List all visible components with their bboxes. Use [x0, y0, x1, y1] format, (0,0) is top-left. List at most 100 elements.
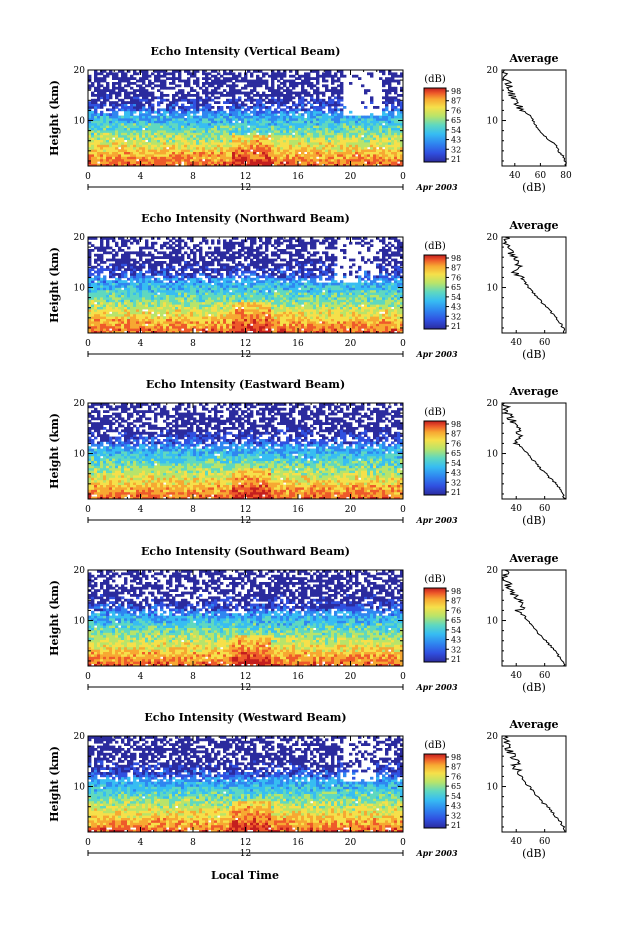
colorbar-unit: (dB)	[424, 740, 446, 751]
average-y-tick-label: 10	[487, 450, 499, 460]
date-day-label: 12	[240, 350, 251, 360]
colorbar-tick-label: 43	[451, 802, 461, 811]
average-x-tick-label: 40	[509, 171, 521, 181]
average-y-tick-label: 20	[487, 233, 499, 243]
average-x-label: (dB)	[522, 681, 546, 694]
colorbar-tick-label: 54	[451, 626, 461, 635]
y-tick-label: 10	[74, 284, 86, 294]
x-tick-label: 12	[240, 505, 251, 515]
colorbar-tick-label: 76	[451, 772, 461, 781]
average-x-tick-label: 80	[560, 171, 572, 181]
heatmap-cells	[88, 237, 403, 333]
average-x-tick-label: 60	[539, 338, 551, 348]
colorbar-tick-label: 32	[451, 811, 461, 820]
colorbar-unit: (dB)	[424, 241, 446, 252]
colorbar-tick-label: 76	[451, 606, 461, 615]
colorbar-tick-label: 98	[451, 87, 461, 96]
x-tick-label: 4	[138, 505, 144, 515]
colorbar-tick-label: 65	[451, 782, 461, 791]
y-tick-label: 20	[74, 732, 86, 742]
average-y-tick-label: 10	[487, 117, 499, 127]
date-day-label: 12	[240, 516, 251, 526]
colorbar	[424, 255, 446, 329]
average-profile-line	[503, 403, 566, 499]
x-tick-label: 0	[400, 172, 406, 182]
colorbar-tick-label: 32	[451, 478, 461, 487]
x-tick-label: 16	[292, 672, 304, 682]
x-tick-label: 4	[138, 339, 144, 349]
date-label: Apr 2003	[415, 182, 458, 192]
average-y-tick-label: 10	[487, 617, 499, 627]
y-tick-label: 20	[74, 566, 86, 576]
date-day-label: 12	[240, 183, 251, 193]
panel-title: Echo Intensity (Eastward Beam)	[146, 378, 345, 391]
average-profile-line	[504, 237, 565, 333]
date-label: Apr 2003	[415, 848, 458, 858]
x-tick-label: 0	[85, 339, 91, 349]
colorbar	[424, 588, 446, 662]
heatmap-cells	[88, 570, 403, 666]
colorbar-tick-label: 76	[451, 106, 461, 115]
date-day-label: 12	[240, 849, 251, 859]
average-x-tick-label: 60	[539, 671, 551, 681]
colorbar-tick-label: 65	[451, 283, 461, 292]
average-profile-line	[502, 570, 564, 666]
average-x-label: (dB)	[522, 181, 546, 194]
average-y-tick-label: 20	[487, 732, 499, 742]
x-tick-label: 8	[190, 505, 196, 515]
colorbar-unit: (dB)	[424, 407, 446, 418]
panel-2: Echo Intensity (Northward Beam) 10 20 0 4 8 12…	[48, 212, 566, 361]
x-tick-label: 12	[240, 339, 251, 349]
heatmap-cells	[88, 70, 403, 166]
x-tick-label: 20	[345, 172, 357, 182]
x-tick-label: 8	[190, 672, 196, 682]
x-tick-label: 8	[190, 172, 196, 182]
x-tick-label: 0	[400, 505, 406, 515]
x-tick-label: 8	[190, 838, 196, 848]
average-frame	[502, 70, 566, 166]
panel-title: Echo Intensity (Westward Beam)	[144, 711, 346, 724]
panel-title: Echo Intensity (Northward Beam)	[141, 212, 350, 225]
y-axis-label: Height (km)	[48, 247, 61, 323]
colorbar-tick-label: 98	[451, 254, 461, 263]
date-label: Apr 2003	[415, 515, 458, 525]
colorbar-tick-label: 43	[451, 136, 461, 145]
colorbar-tick-label: 21	[451, 155, 461, 164]
colorbar-tick-label: 54	[451, 293, 461, 302]
x-tick-label: 20	[345, 838, 357, 848]
colorbar-tick-label: 87	[451, 264, 461, 273]
colorbar-tick-label: 43	[451, 636, 461, 645]
colorbar	[424, 754, 446, 828]
colorbar-tick-label: 87	[451, 597, 461, 606]
colorbar-tick-label: 65	[451, 116, 461, 125]
x-tick-label: 4	[138, 672, 144, 682]
average-y-tick-label: 20	[487, 66, 499, 76]
colorbar-tick-label: 21	[451, 655, 461, 664]
y-tick-label: 20	[74, 233, 86, 243]
x-tick-label: 20	[345, 505, 357, 515]
average-title: Average	[508, 718, 558, 731]
x-tick-label: 12	[240, 172, 251, 182]
x-tick-label: 16	[292, 339, 304, 349]
x-tick-label: 0	[400, 838, 406, 848]
panel-title: Echo Intensity (Southward Beam)	[141, 545, 350, 558]
colorbar-tick-label: 87	[451, 763, 461, 772]
colorbar-unit: (dB)	[424, 74, 446, 85]
colorbar-tick-label: 98	[451, 420, 461, 429]
colorbar-tick-label: 87	[451, 430, 461, 439]
heatmap-cells	[88, 736, 403, 832]
average-x-tick-label: 40	[510, 504, 522, 514]
x-tick-label: 16	[292, 505, 304, 515]
x-tick-label: 12	[240, 672, 251, 682]
average-y-tick-label: 10	[487, 284, 499, 294]
average-x-tick-label: 40	[510, 671, 522, 681]
colorbar-tick-label: 54	[451, 126, 461, 135]
colorbar-tick-label: 32	[451, 645, 461, 654]
x-tick-label: 8	[190, 339, 196, 349]
y-axis-label: Height (km)	[48, 580, 61, 656]
average-x-tick-label: 40	[510, 837, 522, 847]
y-tick-label: 10	[74, 450, 86, 460]
